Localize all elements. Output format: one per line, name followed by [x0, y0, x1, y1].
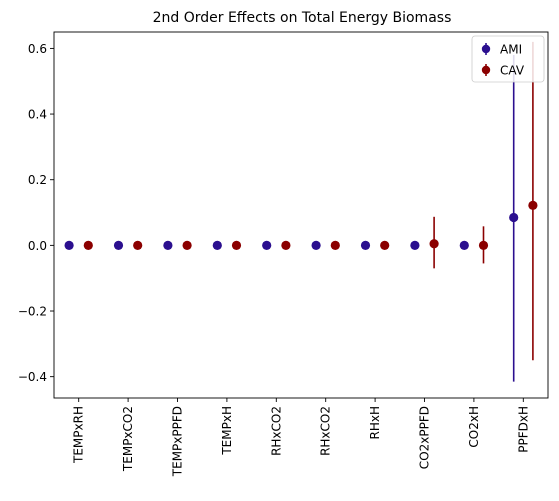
x-tick-label: RHxCO2 [269, 406, 283, 456]
point-ami [262, 240, 272, 250]
point-ami [212, 240, 222, 250]
legend-label: CAV [500, 64, 525, 78]
point-cav [478, 240, 489, 250]
y-tick-label: −0.2 [18, 305, 47, 319]
chart-title: 2nd Order Effects on Total Energy Biomas… [153, 10, 452, 26]
point-ami [509, 212, 519, 223]
point-cav [182, 240, 192, 250]
point-ami [360, 240, 371, 250]
point-ami [113, 240, 124, 250]
x-tick-label: TEMPxPPFD [171, 406, 185, 477]
y-tick-label: 0.2 [28, 173, 47, 187]
plot-area: −0.4 −0.2 0.0 0.2 0.4 0.6 TEMPxRH TEMPxCO2 TEMPx… [18, 31, 549, 477]
x-tick-label: TEMPxRH [72, 406, 86, 464]
point-cav [281, 240, 291, 250]
point-ami [459, 240, 469, 250]
y-tick-label: 0.0 [28, 239, 47, 253]
x-tick-label: RHxCO2 [319, 406, 333, 456]
legend-label: AMI [500, 43, 522, 57]
point-ami [64, 240, 74, 250]
y-tick-label: 0.6 [28, 42, 47, 56]
legend-marker [481, 44, 491, 54]
plot-frame [53, 31, 549, 399]
point-ami [410, 240, 420, 250]
x-tick-label: PPFDxH [516, 406, 530, 453]
legend-marker [481, 65, 491, 75]
point-cav [231, 240, 242, 250]
x-tick-label: CO2xPPFD [418, 406, 432, 469]
y-tick-label: −0.4 [18, 370, 47, 384]
x-tick-label: RHxH [368, 406, 382, 440]
point-cav [380, 240, 390, 250]
point-cav [83, 240, 93, 250]
y-tick-label: 0.4 [28, 108, 47, 122]
point-cav [330, 240, 340, 250]
x-tick-label: CO2xH [467, 406, 481, 448]
point-ami [163, 240, 173, 250]
point-cav [528, 200, 538, 210]
point-cav [429, 239, 439, 249]
x-tick-label: TEMPxCO2 [121, 406, 135, 472]
point-cav [133, 240, 143, 250]
x-tick-label: TEMPxH [220, 406, 234, 456]
point-ami [311, 240, 321, 250]
